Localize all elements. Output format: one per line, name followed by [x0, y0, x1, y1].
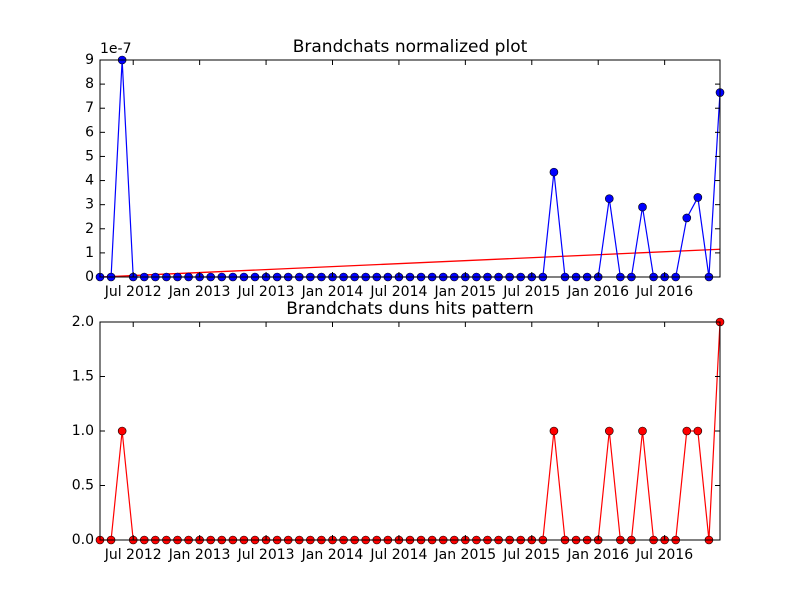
data-point	[638, 202, 647, 212]
y-tick-label: 0	[85, 269, 94, 285]
data-point	[693, 426, 703, 436]
x-tick-label: Jul 2012	[104, 284, 162, 300]
x-tick-label: Jan 2015	[434, 284, 497, 300]
data-point	[682, 213, 692, 223]
x-tick-label: Jul 2013	[237, 284, 295, 300]
data-point	[604, 426, 614, 436]
x-tick-label: Jan 2013	[168, 547, 231, 563]
data-point	[117, 426, 127, 436]
x-tick-label: Jan 2015	[434, 547, 497, 563]
data-point	[638, 426, 647, 436]
chart-title: Brandchats duns hits pattern	[286, 299, 534, 319]
y-tick-label: 5	[85, 148, 94, 164]
y-tick-label: 0.5	[72, 478, 94, 494]
data-point	[549, 426, 559, 436]
y-tick-label: 2	[85, 221, 94, 237]
data-point	[604, 194, 614, 203]
y-tick-label: 3	[85, 197, 94, 213]
axes-frame	[99, 59, 721, 278]
x-tick-label: Jan 2016	[566, 284, 629, 300]
x-tick-label: Jul 2016	[635, 547, 693, 563]
x-tick-label: Jul 2015	[502, 284, 560, 300]
y-tick-label: 1.5	[72, 369, 94, 385]
y-offset-label: 1e-7	[100, 41, 131, 57]
x-tick-label: Jan 2014	[301, 284, 364, 300]
x-tick-label: Jul 2014	[369, 284, 427, 300]
data-point	[693, 193, 703, 202]
x-tick-label: Jul 2015	[502, 547, 560, 563]
x-tick-label: Jul 2013	[237, 547, 295, 563]
chart-title: Brandchats normalized plot	[293, 37, 528, 57]
data-point	[549, 167, 559, 177]
y-tick-label: 2.0	[72, 314, 94, 330]
y-tick-label: 1.0	[72, 423, 94, 439]
x-tick-label: Jul 2014	[369, 547, 427, 563]
x-tick-label: Jan 2016	[566, 547, 629, 563]
x-tick-label: Jan 2013	[168, 284, 231, 300]
y-tick-label: 1	[85, 245, 94, 261]
x-tick-label: Jan 2014	[301, 547, 364, 563]
y-tick-label: 8	[85, 76, 94, 92]
y-tick-label: 6	[85, 124, 94, 140]
x-tick-label: Jul 2016	[635, 284, 693, 300]
y-tick-label: 9	[85, 52, 94, 68]
x-tick-label: Jul 2012	[104, 547, 162, 563]
y-tick-label: 7	[85, 100, 94, 116]
data-point	[682, 426, 692, 436]
y-tick-label: 0.0	[72, 532, 94, 548]
y-tick-label: 4	[85, 173, 94, 189]
